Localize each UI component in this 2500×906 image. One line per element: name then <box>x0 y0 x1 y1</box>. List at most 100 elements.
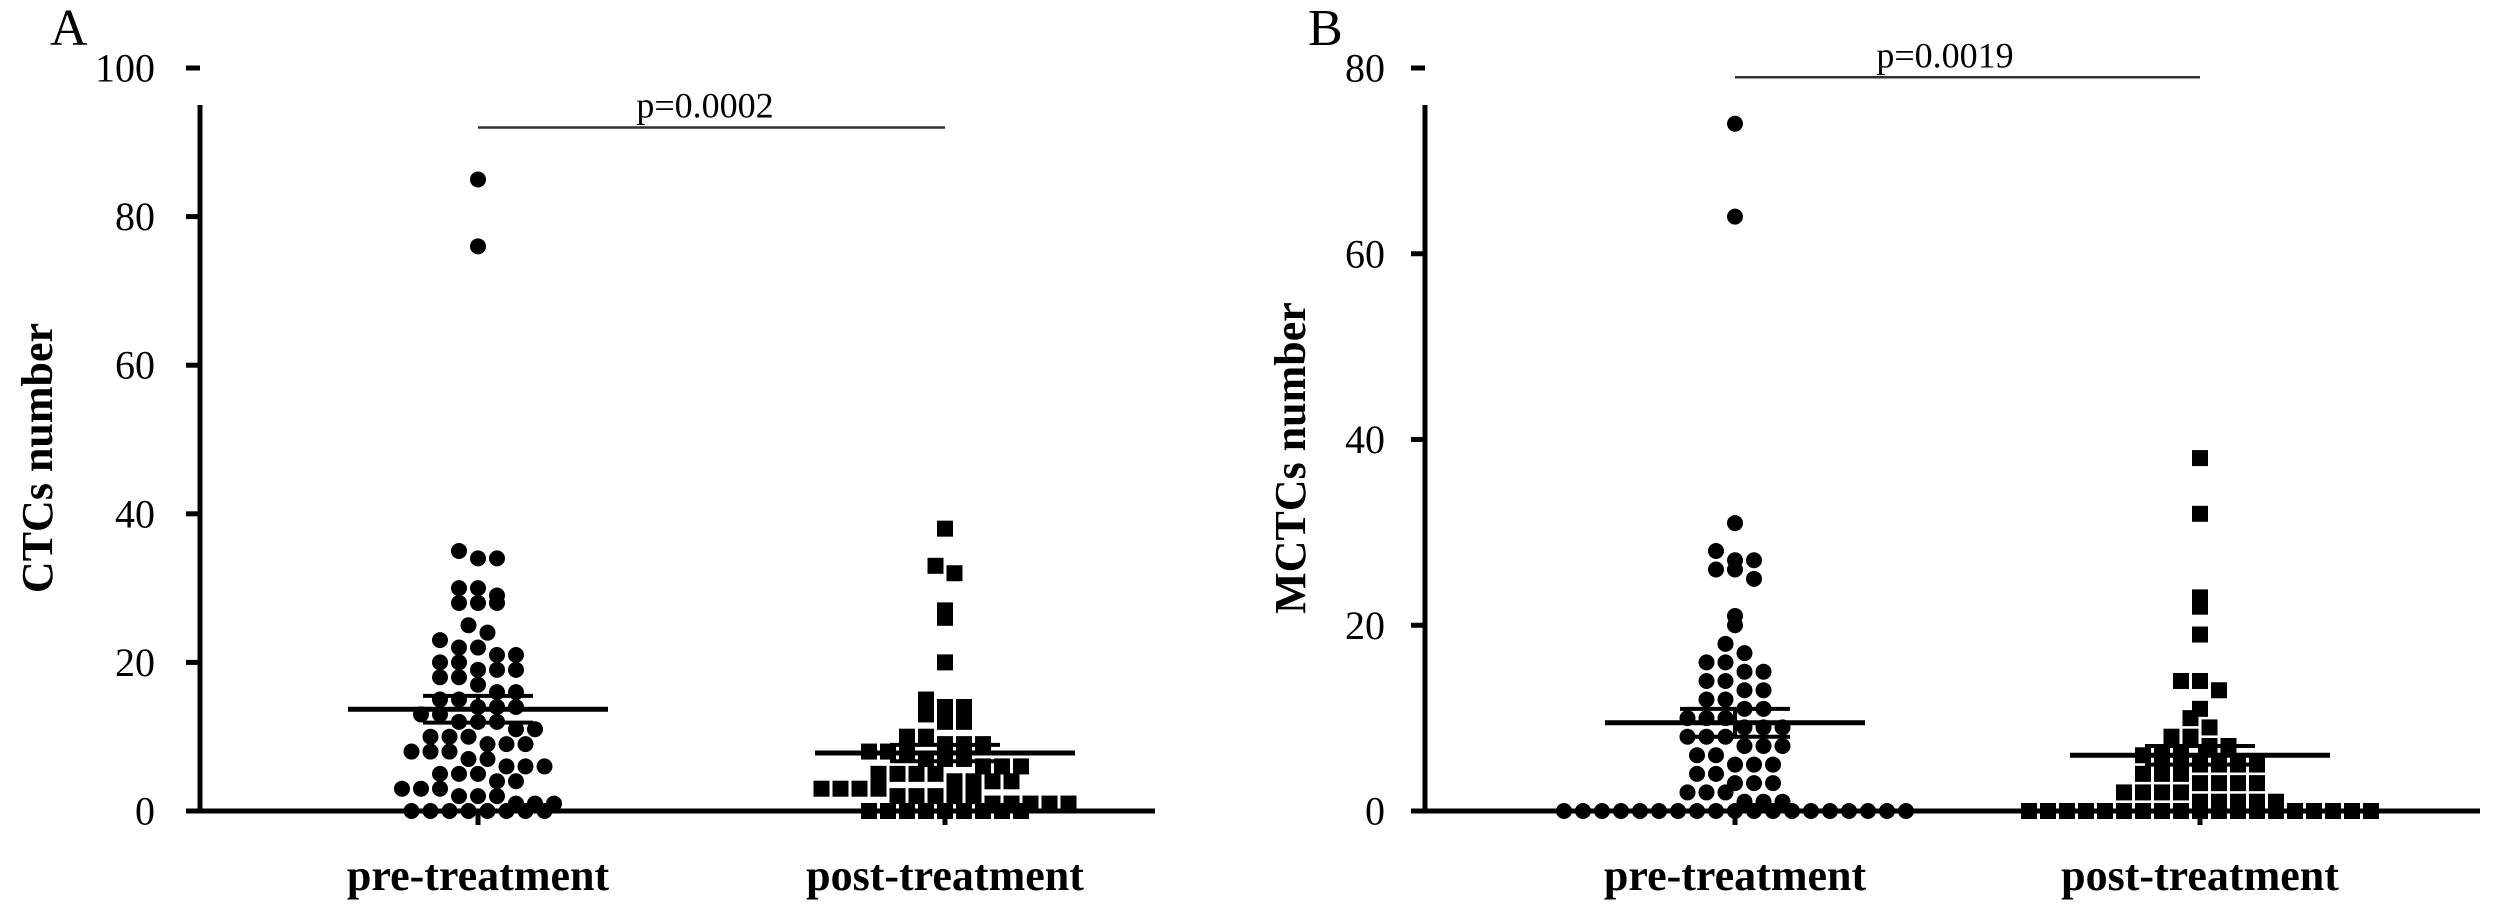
data-point <box>1003 773 1020 790</box>
data-point <box>918 706 934 723</box>
data-point <box>1689 765 1705 782</box>
data-point <box>517 803 534 819</box>
y-tick-label: 100 <box>95 46 155 91</box>
data-point <box>946 773 963 790</box>
data-point <box>1679 784 1696 801</box>
y-tick-label: 20 <box>115 640 155 685</box>
data-point <box>2182 728 2199 745</box>
data-point <box>470 580 486 597</box>
data-point <box>451 639 467 656</box>
data-point <box>1670 803 1686 819</box>
y-tick-label: 20 <box>1345 603 1385 648</box>
data-point <box>508 773 524 790</box>
data-point <box>451 654 467 671</box>
data-point <box>2163 728 2180 745</box>
data-point <box>470 765 486 782</box>
data-point <box>2059 803 2075 819</box>
data-point <box>479 624 496 641</box>
x-category-label: post-treatment <box>2061 851 2339 900</box>
data-point <box>946 565 963 582</box>
data-point <box>479 750 496 767</box>
data-point <box>1860 803 1876 819</box>
data-point <box>2116 784 2132 801</box>
data-point <box>1689 747 1705 764</box>
data-point <box>451 580 467 597</box>
data-point <box>994 803 1010 819</box>
data-point <box>489 661 505 678</box>
data-point <box>2097 803 2113 819</box>
data-point <box>432 765 448 782</box>
data-point <box>470 594 486 611</box>
data-point <box>2040 803 2056 819</box>
data-point <box>2249 756 2265 773</box>
data-point <box>2192 775 2208 792</box>
data-point <box>1013 803 1029 819</box>
data-point <box>1727 515 1743 532</box>
y-tick-label: 0 <box>135 789 155 834</box>
data-point <box>451 669 467 686</box>
data-point <box>1727 561 1743 578</box>
data-point <box>432 654 448 671</box>
data-point <box>1746 803 1762 819</box>
data-point <box>937 698 953 715</box>
data-point <box>870 765 887 782</box>
data-point <box>1803 803 1819 819</box>
data-point <box>470 661 486 678</box>
data-point <box>1898 803 1914 819</box>
data-point <box>489 594 505 611</box>
data-point <box>1841 803 1857 819</box>
x-category-label: pre-treatment <box>1604 851 1867 900</box>
data-point <box>918 691 934 708</box>
data-point <box>1041 795 1058 812</box>
data-point <box>508 646 524 663</box>
data-point <box>1765 756 1781 773</box>
data-point <box>432 669 448 686</box>
data-point <box>470 788 486 805</box>
data-point <box>1746 552 1762 569</box>
data-point <box>2173 803 2189 819</box>
data-point <box>432 780 448 797</box>
data-point <box>861 803 877 819</box>
data-point <box>489 550 505 567</box>
data-point <box>813 780 830 797</box>
data-point <box>908 788 925 805</box>
y-tick-label: 80 <box>115 194 155 239</box>
data-point <box>1717 672 1734 689</box>
data-point <box>1746 775 1762 792</box>
data-point <box>984 773 1001 790</box>
data-point <box>479 736 496 753</box>
data-point <box>1717 635 1734 652</box>
data-point <box>536 803 553 819</box>
data-point <box>2325 803 2341 819</box>
data-point <box>1698 672 1715 689</box>
data-point <box>2192 626 2208 643</box>
data-point <box>927 765 944 782</box>
data-point <box>470 171 486 188</box>
data-point <box>422 728 439 745</box>
data-point <box>937 609 953 626</box>
data-marks <box>1411 65 2379 825</box>
data-point <box>1755 682 1772 699</box>
data-point <box>1727 115 1743 132</box>
y-tick-label: 80 <box>1345 46 1385 91</box>
data-point <box>1698 691 1715 708</box>
data-point <box>2173 784 2189 801</box>
data-point <box>1746 570 1762 587</box>
data-point <box>1727 617 1743 634</box>
data-point <box>432 632 448 649</box>
data-point <box>2154 784 2170 801</box>
panel-letter: B <box>1308 0 1343 57</box>
data-point <box>2211 803 2227 819</box>
data-point <box>1689 803 1705 819</box>
data-point <box>1727 208 1743 225</box>
data-point <box>460 750 477 767</box>
data-point <box>1575 803 1591 819</box>
y-tick-label: 40 <box>1345 417 1385 462</box>
data-point <box>918 728 934 745</box>
data-point <box>451 765 467 782</box>
data-point <box>451 542 467 559</box>
data-point <box>2201 719 2218 736</box>
data-point <box>2230 803 2246 819</box>
data-point <box>451 788 467 805</box>
